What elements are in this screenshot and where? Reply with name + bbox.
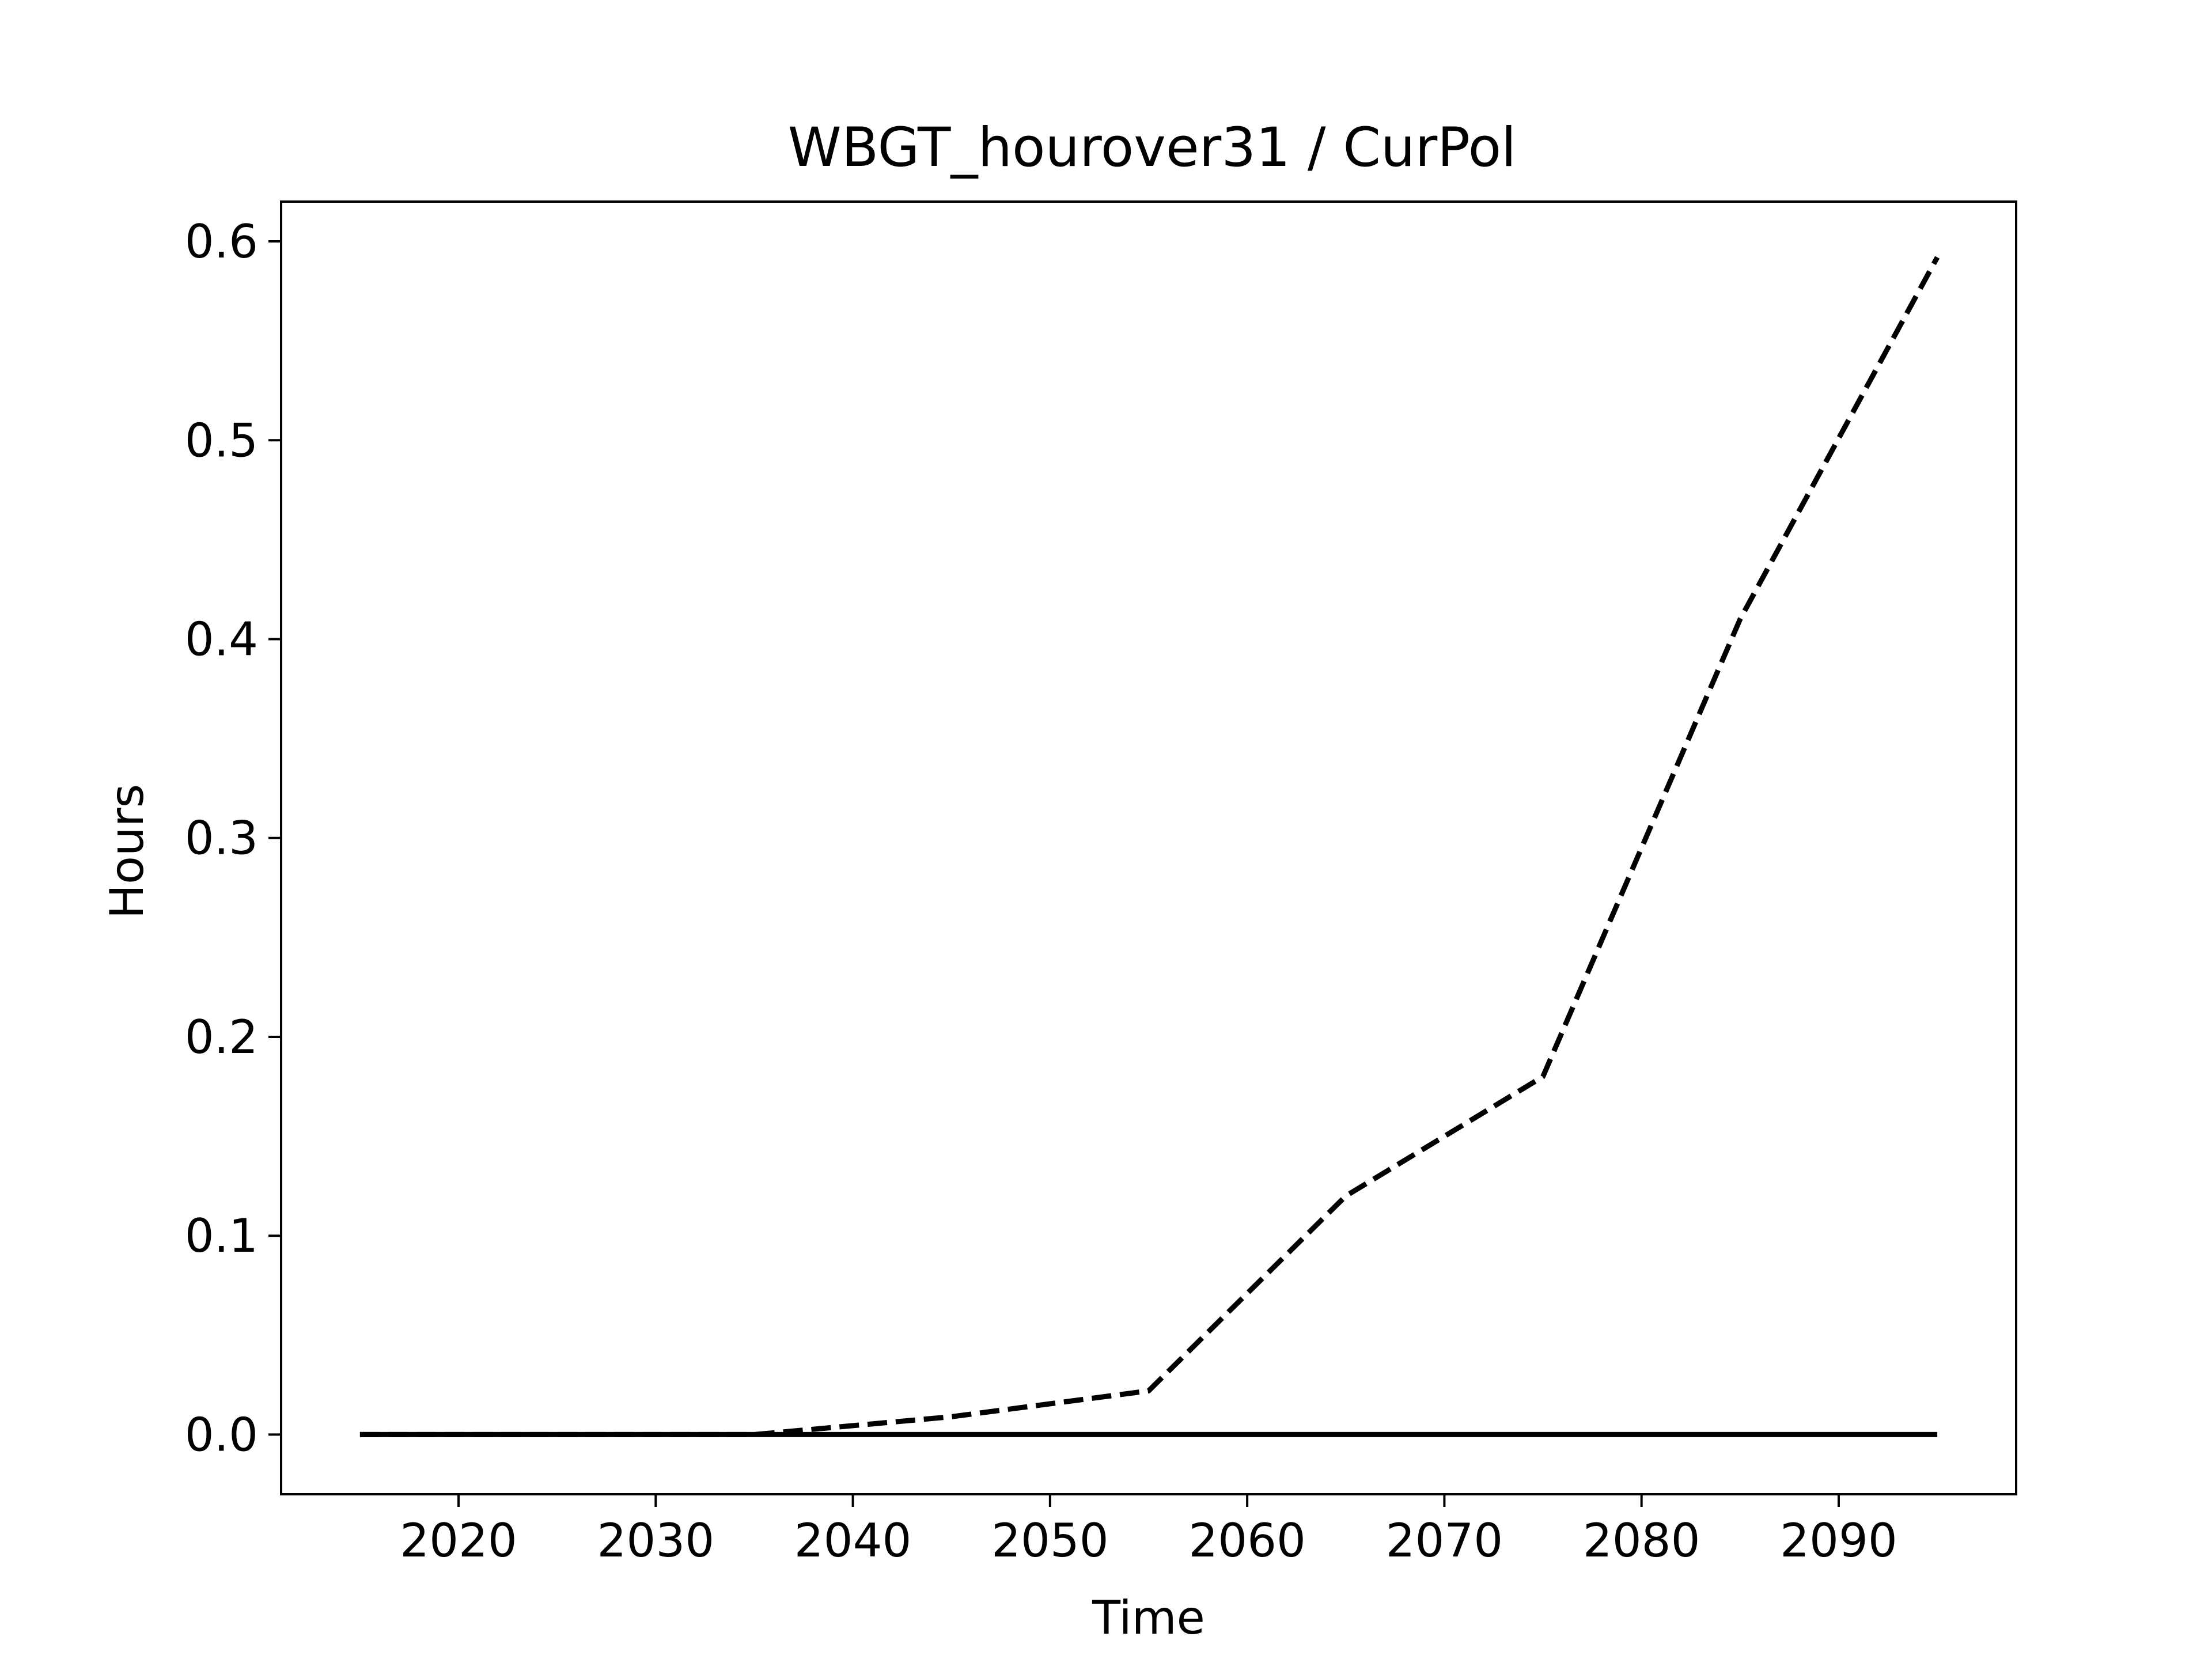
y-tick-label: 0.2: [185, 1010, 258, 1064]
x-tick-label: 2050: [991, 1514, 1109, 1567]
y-tick-label: 0.5: [185, 414, 258, 467]
x-tick-label: 2060: [1188, 1514, 1306, 1567]
y-tick-label: 0.4: [185, 613, 258, 666]
y-axis-label: Hours: [100, 784, 154, 919]
y-tick-label: 0.1: [185, 1209, 258, 1263]
x-tick-label: 2090: [1780, 1514, 1897, 1567]
x-tick-label: 2030: [597, 1514, 715, 1567]
x-axis-label: Time: [1092, 1591, 1205, 1645]
series-layer: [359, 256, 1940, 1437]
x-tick-label: 2020: [400, 1514, 517, 1567]
x-tick-label: 2080: [1583, 1514, 1700, 1567]
y-tick-label: 0.6: [185, 215, 258, 268]
chart-title: WBGT_hourover31 / CurPol: [788, 116, 1516, 179]
x-tick-label: 2040: [794, 1514, 912, 1567]
x-tick-label: 2070: [1386, 1514, 1503, 1567]
y-tick-label: 0.0: [185, 1408, 258, 1461]
x-axis: 2020 2030 2040 2050 2060 2070 2080 2090: [400, 1494, 1897, 1567]
plot-frame: [280, 200, 2017, 1495]
y-axis: 0.0 0.1 0.2 0.3 0.4 0.5 0.6: [185, 215, 281, 1461]
y-tick-label: 0.3: [185, 812, 258, 865]
